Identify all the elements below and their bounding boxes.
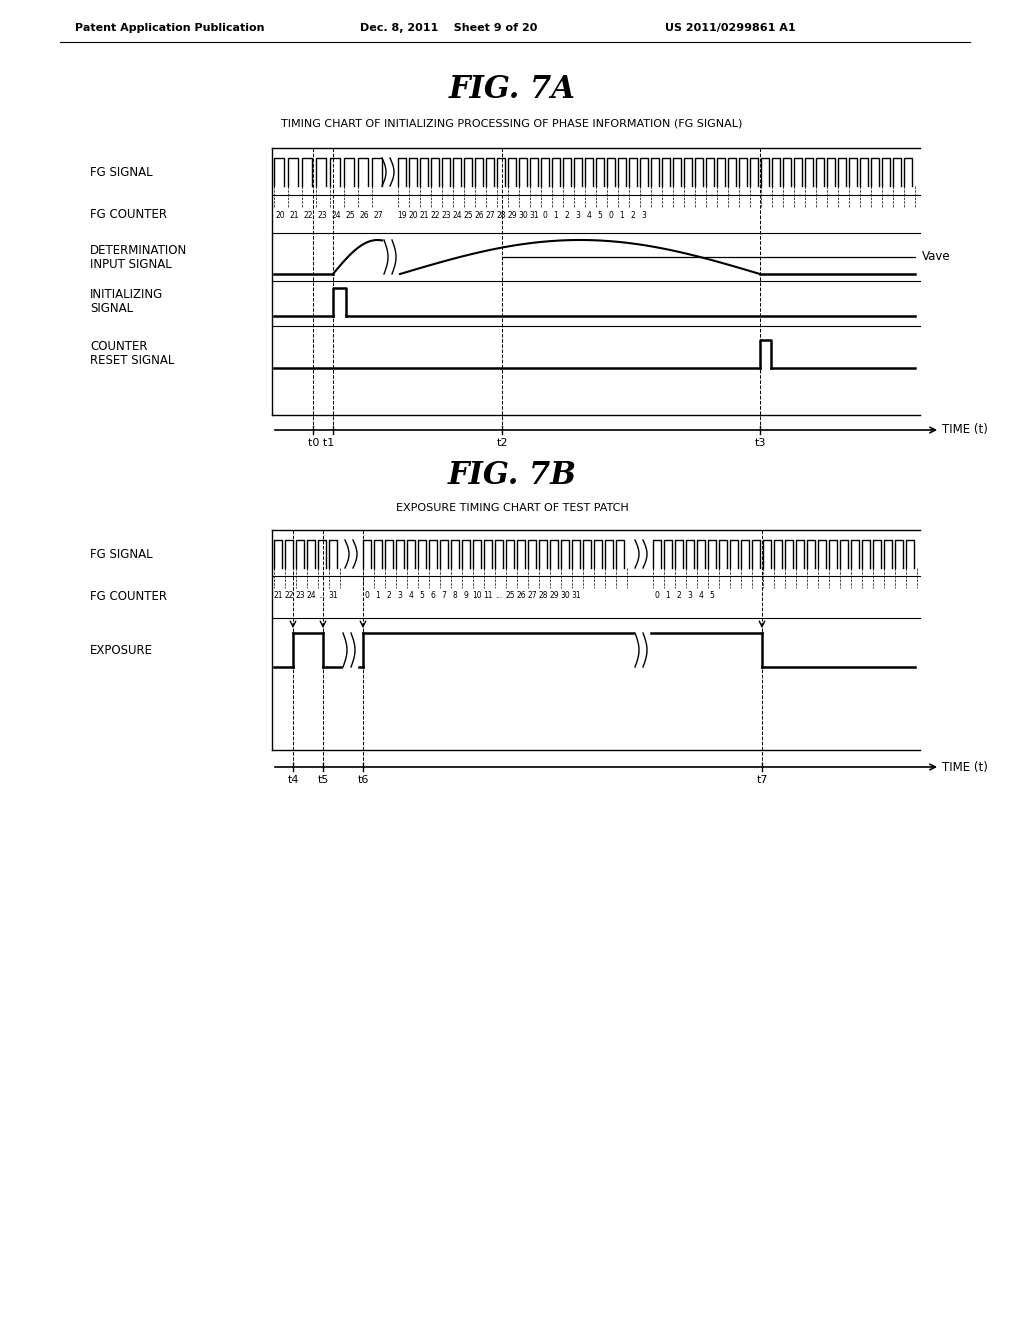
Text: 7: 7 — [441, 591, 446, 601]
Text: t5: t5 — [317, 775, 329, 785]
Text: 31: 31 — [529, 210, 539, 219]
Text: 25: 25 — [463, 210, 473, 219]
Text: 27: 27 — [373, 210, 383, 219]
Text: 26: 26 — [474, 210, 483, 219]
Text: 28: 28 — [497, 210, 506, 219]
Text: 3: 3 — [687, 591, 692, 601]
Text: 24: 24 — [453, 210, 462, 219]
Text: INPUT SIGNAL: INPUT SIGNAL — [90, 257, 172, 271]
Text: 2: 2 — [564, 210, 569, 219]
Text: 0: 0 — [654, 591, 659, 601]
Text: Patent Application Publication: Patent Application Publication — [75, 22, 264, 33]
Text: 2: 2 — [631, 210, 635, 219]
Text: 28: 28 — [539, 591, 548, 601]
Text: 19: 19 — [397, 210, 407, 219]
Text: 5: 5 — [598, 210, 602, 219]
Text: t3: t3 — [755, 438, 766, 447]
Text: 30: 30 — [560, 591, 570, 601]
Text: 1: 1 — [666, 591, 671, 601]
Text: 25: 25 — [505, 591, 515, 601]
Text: 29: 29 — [549, 591, 559, 601]
Text: TIME (t): TIME (t) — [942, 424, 988, 437]
Text: FG COUNTER: FG COUNTER — [90, 590, 167, 602]
Text: ...: ... — [496, 591, 503, 601]
Text: t6: t6 — [357, 775, 369, 785]
Text: 27: 27 — [485, 210, 495, 219]
Text: US 2011/0299861 A1: US 2011/0299861 A1 — [665, 22, 796, 33]
Text: FG COUNTER: FG COUNTER — [90, 209, 167, 222]
Text: FG SIGNAL: FG SIGNAL — [90, 548, 153, 561]
Text: 5: 5 — [420, 591, 424, 601]
Text: 1: 1 — [620, 210, 625, 219]
Text: 4: 4 — [698, 591, 703, 601]
Text: 23: 23 — [441, 210, 451, 219]
Text: FIG. 7A: FIG. 7A — [449, 74, 575, 106]
Text: 31: 31 — [328, 591, 338, 601]
Text: 23: 23 — [295, 591, 305, 601]
Text: 4: 4 — [587, 210, 592, 219]
Text: 22: 22 — [303, 210, 312, 219]
Text: 8: 8 — [453, 591, 458, 601]
Text: TIME (t): TIME (t) — [942, 760, 988, 774]
Text: EXPOSURE: EXPOSURE — [90, 644, 153, 656]
Text: 4: 4 — [409, 591, 414, 601]
Text: FIG. 7B: FIG. 7B — [447, 459, 577, 491]
Text: 2: 2 — [387, 591, 391, 601]
Text: t7: t7 — [757, 775, 768, 785]
Text: 26: 26 — [516, 591, 525, 601]
Text: DETERMINATION: DETERMINATION — [90, 243, 187, 256]
Text: t2: t2 — [497, 438, 508, 447]
Text: COUNTER: COUNTER — [90, 341, 147, 354]
Text: 24: 24 — [306, 591, 315, 601]
Text: 26: 26 — [359, 210, 369, 219]
Text: EXPOSURE TIMING CHART OF TEST PATCH: EXPOSURE TIMING CHART OF TEST PATCH — [395, 503, 629, 513]
Text: 0: 0 — [608, 210, 613, 219]
Text: 24: 24 — [331, 210, 341, 219]
Text: 11: 11 — [483, 591, 493, 601]
Text: 3: 3 — [642, 210, 646, 219]
Text: TIMING CHART OF INITIALIZING PROCESSING OF PHASE INFORMATION (FG SIGNAL): TIMING CHART OF INITIALIZING PROCESSING … — [282, 119, 742, 129]
Text: 2: 2 — [677, 591, 681, 601]
Text: 22: 22 — [285, 591, 294, 601]
Text: 27: 27 — [527, 591, 537, 601]
Text: 0: 0 — [365, 591, 370, 601]
Text: 6: 6 — [430, 591, 435, 601]
Text: 20: 20 — [409, 210, 418, 219]
Text: 31: 31 — [571, 591, 581, 601]
Text: 22: 22 — [430, 210, 439, 219]
Text: FG SIGNAL: FG SIGNAL — [90, 165, 153, 178]
Text: 21: 21 — [289, 210, 299, 219]
Text: 1: 1 — [376, 591, 380, 601]
Text: t4: t4 — [288, 775, 299, 785]
Text: Dec. 8, 2011    Sheet 9 of 20: Dec. 8, 2011 Sheet 9 of 20 — [360, 22, 538, 33]
Text: Vave: Vave — [922, 251, 950, 264]
Text: 0: 0 — [543, 210, 548, 219]
Text: t0 t1: t0 t1 — [308, 438, 334, 447]
Text: 25: 25 — [345, 210, 354, 219]
Text: 20: 20 — [275, 210, 285, 219]
Text: 21: 21 — [419, 210, 429, 219]
Text: 10: 10 — [472, 591, 482, 601]
Text: INITIALIZING: INITIALIZING — [90, 289, 163, 301]
Text: 23: 23 — [317, 210, 327, 219]
Text: 9: 9 — [464, 591, 468, 601]
Text: 3: 3 — [397, 591, 402, 601]
Text: 1: 1 — [554, 210, 558, 219]
Text: SIGNAL: SIGNAL — [90, 302, 133, 315]
Text: 30: 30 — [518, 210, 528, 219]
Text: 3: 3 — [575, 210, 581, 219]
Text: ...: ... — [318, 591, 326, 601]
Text: 29: 29 — [507, 210, 517, 219]
Text: 5: 5 — [710, 591, 715, 601]
Text: 21: 21 — [273, 591, 283, 601]
Text: RESET SIGNAL: RESET SIGNAL — [90, 355, 174, 367]
